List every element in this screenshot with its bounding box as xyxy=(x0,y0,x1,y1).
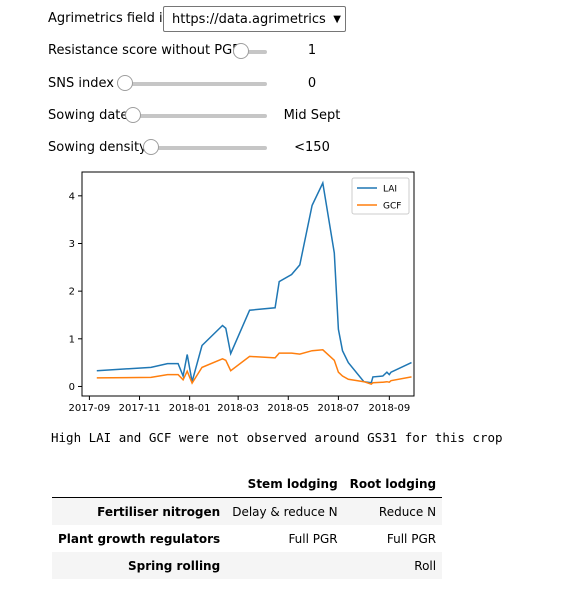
y-tick-label: 1 xyxy=(69,334,75,345)
slider-track xyxy=(233,50,267,54)
y-tick-label: 4 xyxy=(69,191,75,202)
series-line-lai xyxy=(96,180,412,384)
series-line-gcf xyxy=(96,349,412,385)
legend-label: GCF xyxy=(383,202,401,212)
row-label: Plant growth regulators xyxy=(58,531,221,546)
slider-thumb[interactable] xyxy=(143,139,159,155)
x-tick-label: 2018-03 xyxy=(217,403,259,414)
column-header xyxy=(52,470,227,498)
x-tick-label: 2018-07 xyxy=(317,403,359,414)
sowing-density-slider[interactable] xyxy=(143,138,267,158)
gs31-message: High LAI and GCF were not observed aroun… xyxy=(51,430,503,445)
root-lodging-cell: Roll xyxy=(414,558,437,573)
sowing-date-label: Sowing date xyxy=(48,108,129,123)
x-tick-label: 2017-11 xyxy=(119,403,161,414)
field-id-select[interactable]: https://data.agrimetrics.co ▼ xyxy=(163,6,346,32)
table-header-row: Stem lodging Root lodging xyxy=(52,470,443,498)
sowing-date-readout: Mid Sept xyxy=(283,108,341,123)
x-tick-label: 2017-09 xyxy=(68,403,110,414)
resistance-label: Resistance score without PGR xyxy=(48,43,242,58)
lai-gcf-chart: 2017-09 2017-11 2018-01 2018-03 2018-05 2018-… xyxy=(68,171,415,414)
chevron-down-icon: ▼ xyxy=(333,13,341,25)
sowing-density-label: Sowing density xyxy=(48,140,147,155)
sns-readout: 0 xyxy=(307,76,317,91)
resistance-readout: 1 xyxy=(307,43,317,58)
slider-thumb[interactable] xyxy=(117,75,133,91)
row-label: Fertiliser nitrogen xyxy=(97,504,221,519)
slider-thumb[interactable] xyxy=(233,43,249,59)
field-id-value: https://data.agrimetrics.co xyxy=(172,11,327,27)
root-lodging-cell: Reduce N xyxy=(378,504,437,519)
sns-label: SNS index xyxy=(48,76,114,91)
y-tick-label: 0 xyxy=(69,382,75,393)
column-header: Root lodging xyxy=(343,470,443,498)
sowing-density-readout: <150 xyxy=(294,140,330,155)
sns-slider[interactable] xyxy=(117,74,267,94)
table-row: Spring rolling Roll xyxy=(52,552,443,579)
legend-label: LAI xyxy=(383,185,397,195)
slider-track xyxy=(143,146,267,150)
table-row: Fertiliser nitrogen Delay & reduce N Red… xyxy=(52,497,443,525)
x-tick-label: 2018-05 xyxy=(267,403,309,414)
column-header: Stem lodging xyxy=(226,470,344,498)
slider-thumb[interactable] xyxy=(125,107,141,123)
slider-track xyxy=(125,114,267,118)
slider-track xyxy=(117,82,267,86)
stem-lodging-cell: Full PGR xyxy=(288,531,338,546)
sowing-date-slider[interactable] xyxy=(125,106,267,126)
x-tick-label: 2018-09 xyxy=(368,403,410,414)
root-lodging-cell: Full PGR xyxy=(386,531,437,546)
stem-lodging-cell: Delay & reduce N xyxy=(232,504,338,519)
resistance-slider[interactable] xyxy=(233,42,267,62)
field-id-label: Agrimetrics field id xyxy=(48,11,171,26)
plot-frame xyxy=(81,171,415,397)
y-tick-label: 3 xyxy=(69,239,75,250)
x-tick-label: 2018-01 xyxy=(169,403,211,414)
y-tick-label: 2 xyxy=(69,287,75,298)
row-label: Spring rolling xyxy=(127,558,221,573)
table-row: Plant growth regulators Full PGR Full PG… xyxy=(52,525,442,552)
stem-lodging-cell xyxy=(226,552,343,579)
lodging-table: Stem lodging Root lodging Fertiliser nit… xyxy=(52,470,443,579)
